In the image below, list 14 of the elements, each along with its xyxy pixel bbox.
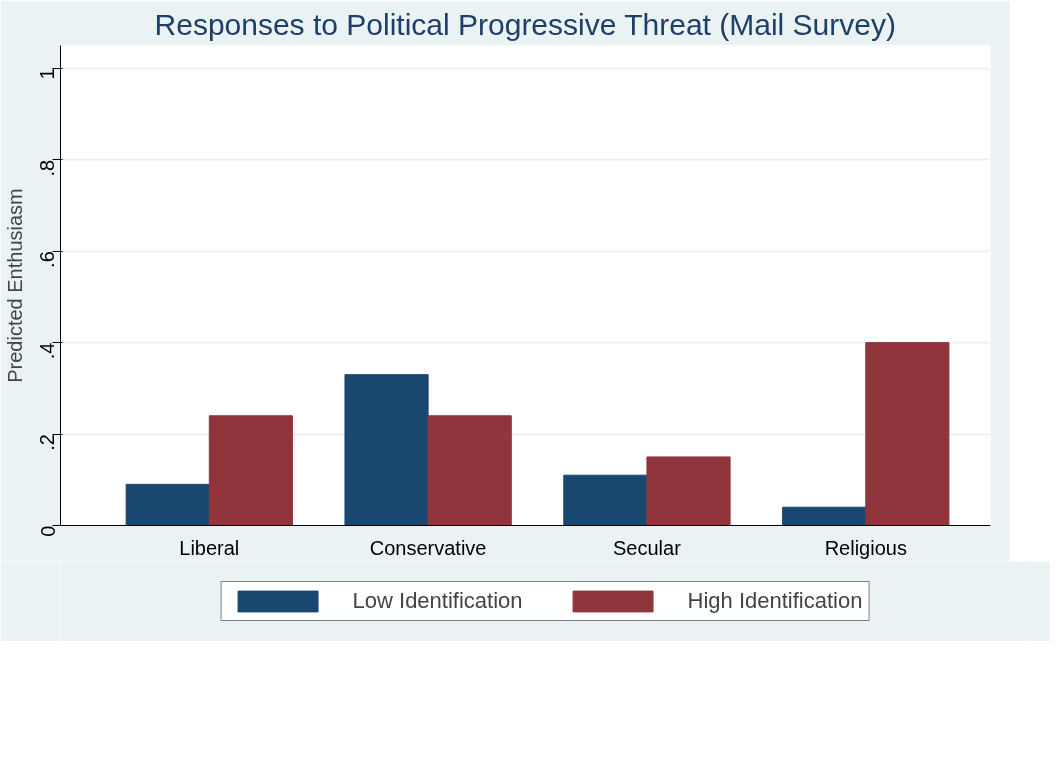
chart-title: Responses to Political Progressive Threat (Mail Survey) <box>154 7 896 41</box>
y-tick-label: 1 <box>36 68 59 80</box>
y-axis-title: Predicted Enthusiasm <box>3 188 26 383</box>
y-tick-label: .4 <box>36 342 59 360</box>
x-tick-label: Secular <box>613 536 682 559</box>
y-tick-label: .8 <box>36 159 59 177</box>
legend-label: High Identification <box>687 588 863 614</box>
legend-label: Low Identification <box>352 588 523 614</box>
x-tick-label: Religious <box>824 536 907 559</box>
y-tick-label: 0 <box>36 525 59 537</box>
y-tick-label: .6 <box>36 251 59 268</box>
y-tick-label: .2 <box>36 434 59 451</box>
x-tick-label: Conservative <box>369 536 487 559</box>
x-tick-label: Liberal <box>179 536 240 559</box>
